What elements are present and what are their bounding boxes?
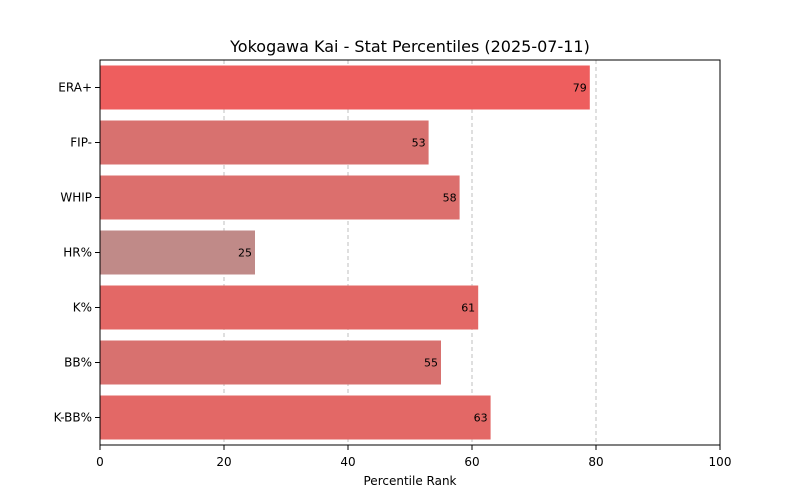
x-tick-label: 0 <box>96 455 104 469</box>
y-tick-label: WHIP <box>60 191 92 205</box>
bar-k- <box>100 285 479 330</box>
gridlines <box>223 60 597 445</box>
bar-k-bb- <box>100 395 491 440</box>
chart-title: Yokogawa Kai - Stat Percentiles (2025-07… <box>229 37 590 56</box>
bar-era- <box>100 65 590 110</box>
y-tick-label: K% <box>73 301 92 315</box>
x-tick-label: 100 <box>709 455 732 469</box>
y-tick-label: HR% <box>63 246 92 260</box>
bar-hr- <box>100 230 255 275</box>
x-tick-label: 20 <box>216 455 231 469</box>
bar-value-label: 61 <box>461 302 475 315</box>
data-labels: 79 53 58 25 61 55 63 <box>238 82 587 425</box>
bar-value-label: 63 <box>474 412 488 425</box>
x-tick-label: 80 <box>588 455 603 469</box>
bars <box>100 65 590 440</box>
x-axis-ticks: 0 20 40 60 80 100 <box>96 445 731 469</box>
y-tick-label: BB% <box>64 356 92 370</box>
x-axis-label: Percentile Rank <box>364 474 457 488</box>
y-tick-label: K-BB% <box>54 411 92 425</box>
bar-value-label: 79 <box>573 82 587 95</box>
y-tick-label: FIP- <box>70 136 92 150</box>
y-axis-ticks: ERA+ FIP- WHIP HR% K% BB% K-BB% <box>54 81 100 425</box>
bar-value-label: 53 <box>412 137 426 150</box>
bar-whip <box>100 175 460 220</box>
bar-value-label: 25 <box>238 247 252 260</box>
y-tick-label: ERA+ <box>58 81 92 95</box>
x-tick-label: 40 <box>340 455 355 469</box>
bar-bb- <box>100 340 441 385</box>
bar-value-label: 55 <box>424 357 438 370</box>
x-tick-label: 60 <box>464 455 479 469</box>
bar-fip- <box>100 120 429 165</box>
bar-value-label: 58 <box>443 192 457 205</box>
